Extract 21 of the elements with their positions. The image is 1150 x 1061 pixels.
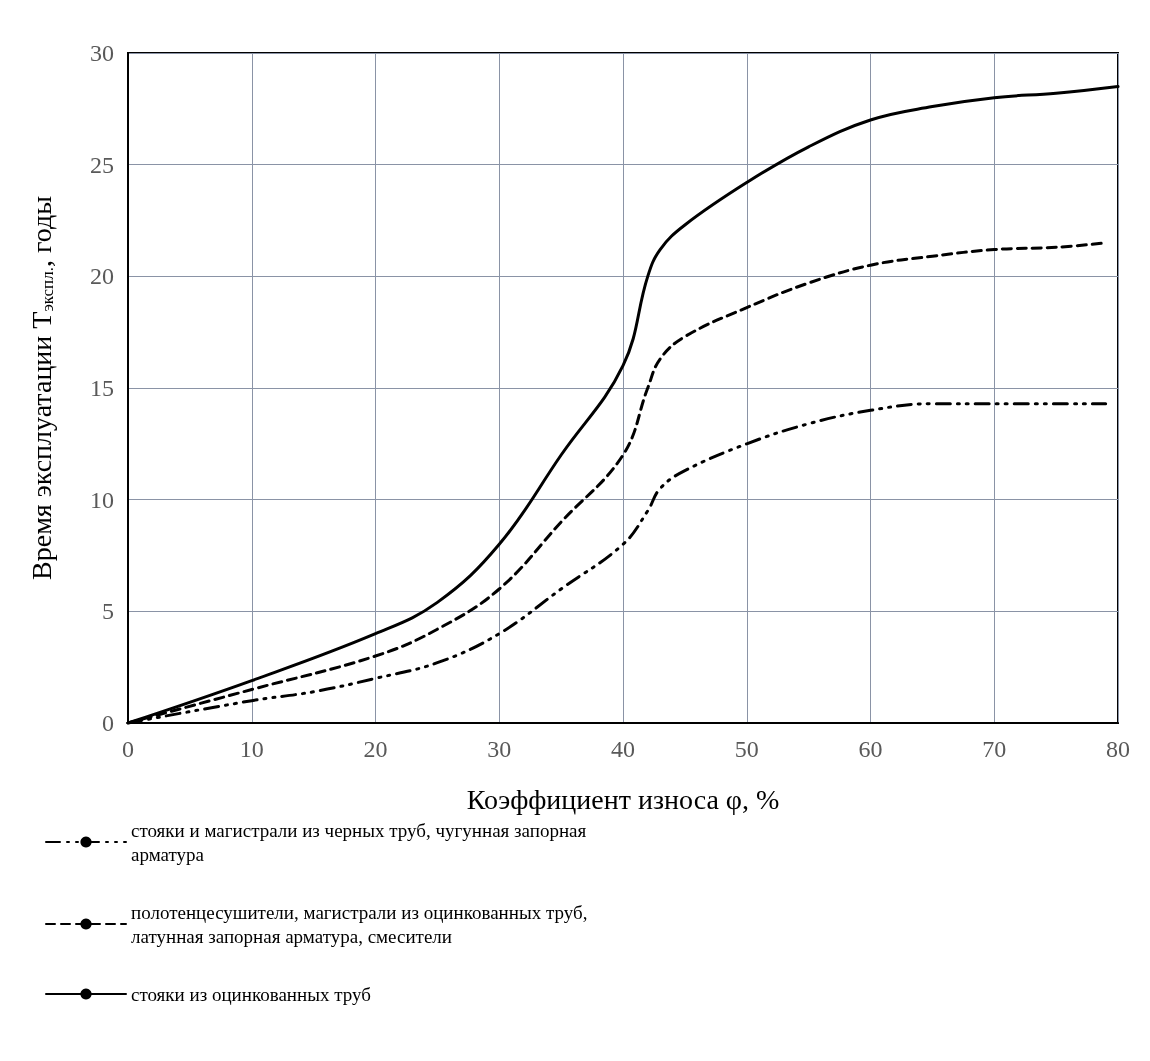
y-tick-label: 25 — [90, 151, 114, 178]
legend-label: полотенцесушители, магистрали из оцинкованных труб, латунная запорная арматура, смесители — [131, 901, 593, 947]
x-tick-label: 60 — [858, 736, 883, 762]
y-tick-label: 20 — [90, 263, 114, 290]
x-tick-label: 70 — [982, 736, 1007, 762]
x-tick-label: 10 — [239, 736, 264, 762]
y-tick-label: 15 — [90, 375, 114, 401]
x-tick-label: 80 — [1106, 736, 1130, 762]
legend-label: стояки и магистрали из черных труб, чугунная запорная арматура — [131, 819, 592, 865]
x-tick-label: 20 — [363, 736, 388, 762]
x-tick-label: 0 — [122, 736, 134, 762]
y-tick-label: 30 — [90, 40, 114, 66]
x-tick-label: 30 — [487, 736, 512, 762]
y-axis-title: Время эксплуатации Тэкспл., годы — [26, 195, 57, 580]
legend-label: стояки из оцинкованных труб — [131, 983, 371, 1005]
y-tick-label: 10 — [90, 486, 114, 513]
x-axis-title: Коэффициент износа φ, % — [466, 783, 780, 815]
y-tick-label: 0 — [102, 710, 114, 736]
y-tick-label: 5 — [102, 598, 114, 625]
x-tick-label: 50 — [734, 736, 759, 762]
x-tick-label: 40 — [611, 736, 635, 762]
